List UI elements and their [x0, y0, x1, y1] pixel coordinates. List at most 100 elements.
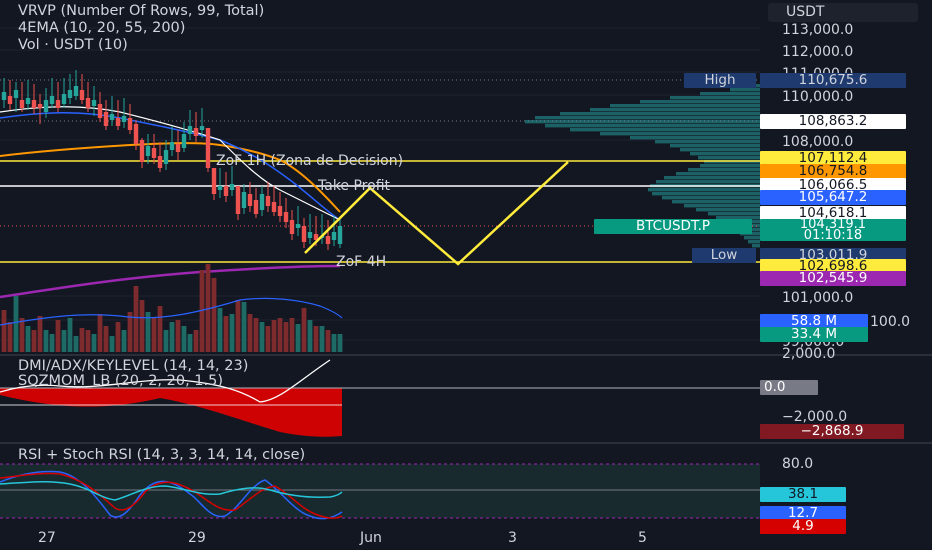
- candle-body: [283, 212, 289, 222]
- vrvp-legend[interactable]: VRVP (Number Of Rows, 99, Total): [18, 3, 265, 19]
- volume-bar: [67, 318, 73, 352]
- volume-bar: [115, 322, 121, 352]
- volume-bar: [253, 318, 259, 352]
- candle-body: [109, 114, 115, 120]
- rsi-legend[interactable]: RSI + Stoch RSI (14, 3, 3, 14, 14, close…: [18, 447, 306, 463]
- candle-body: [301, 226, 307, 242]
- sqzmom-value-tag: −2,868.9: [760, 424, 904, 439]
- ema-legend[interactable]: 4EMA (10, 20, 55, 200): [18, 20, 186, 36]
- candle-body: [73, 86, 79, 96]
- candle-body: [199, 126, 205, 130]
- volume-bar: [187, 334, 193, 352]
- take-profit-price-tag: 106,066.5: [760, 178, 906, 193]
- volume-bar: [337, 334, 343, 352]
- candle-body: [223, 186, 229, 196]
- volume-ma-tag: 58.8 M: [760, 314, 868, 329]
- candle-body: [55, 100, 61, 108]
- volume-profile-bar: [752, 244, 760, 248]
- stoch-k-tag: 12.7: [760, 506, 846, 521]
- candle-body: [253, 200, 259, 214]
- candle-body: [43, 100, 49, 112]
- take-profit-label[interactable]: Take Profit: [318, 178, 391, 194]
- volume-bar: [277, 318, 283, 352]
- zof-1h-price-tag: 107,112.4: [760, 151, 906, 166]
- grid-lines: [0, 27, 760, 341]
- volume-bar: [163, 330, 169, 352]
- volume-bar: [97, 314, 103, 352]
- price-axis-label: 101,000.0: [782, 290, 854, 306]
- zof-1h-label[interactable]: ZoF 1H (Zona de Decision): [216, 153, 404, 169]
- candle-body: [115, 118, 121, 126]
- volume-profile-bar: [670, 96, 760, 100]
- candle-body: [151, 148, 157, 158]
- volume-bar: [61, 330, 67, 352]
- volume-tag: 33.4 M: [760, 327, 868, 342]
- sqzmom-histogram: [0, 388, 342, 437]
- stoch-d-tag: 4.9: [760, 519, 846, 534]
- candle-body: [211, 168, 217, 194]
- volume-bar: [271, 320, 277, 352]
- candle-body: [187, 126, 193, 134]
- sqzmom-legend[interactable]: SQZMOM_LB (20, 2, 20, 1.5): [18, 373, 224, 389]
- volume-bar: [37, 316, 43, 352]
- volume-bar: [229, 314, 235, 352]
- candle-body: [1, 92, 7, 100]
- volume-bar: [109, 336, 115, 352]
- projection-path[interactable]: [304, 161, 569, 266]
- dmi-axis-label: −2,000.0: [782, 409, 848, 425]
- candle-body: [133, 124, 139, 144]
- price-axis-label: 112,000.0: [782, 44, 854, 60]
- candle-body: [67, 90, 73, 98]
- time-axis-label: 27: [38, 530, 56, 546]
- volume-legend[interactable]: Vol · USDT (10): [18, 37, 128, 53]
- high-label: High: [684, 73, 756, 88]
- volume-bar: [193, 330, 199, 352]
- volume-bar: [1, 310, 7, 352]
- low-label: Low: [692, 248, 756, 263]
- volume-profile-bar: [525, 120, 760, 124]
- candle-body: [7, 96, 13, 104]
- high-price-tag: 110,675.6: [760, 73, 906, 88]
- volume-profile-bar: [570, 128, 760, 132]
- candle-body: [85, 98, 91, 108]
- candle-body: [163, 150, 169, 164]
- volume-bar: [241, 302, 247, 352]
- ema-55-price-tag: 106,754.8: [760, 164, 906, 179]
- candle-body: [103, 112, 109, 126]
- candle-body: [217, 186, 223, 190]
- volume-bar: [73, 336, 79, 352]
- volume-profile-bar: [652, 192, 760, 196]
- price-axis-label: 100.0: [870, 314, 911, 330]
- candlesticks[interactable]: [1, 70, 343, 250]
- candle-body: [271, 202, 277, 212]
- candle-body: [127, 118, 133, 130]
- currency-selector[interactable]: USDT: [768, 3, 918, 22]
- dmi-legend[interactable]: DMI/ADX/KEYLEVEL (14, 14, 23): [18, 358, 249, 374]
- volume-bar: [181, 326, 187, 352]
- volume-profile-bar: [680, 148, 760, 152]
- candle-body: [169, 142, 175, 150]
- volume-bar: [199, 270, 205, 352]
- time-axis-label: 5: [638, 530, 647, 546]
- volume-bar: [175, 320, 181, 352]
- candle-body: [181, 134, 187, 148]
- volume-bar: [169, 322, 175, 352]
- candle-body: [325, 236, 331, 244]
- price-axis-label: 110,000.0: [782, 89, 854, 105]
- time-axis-label: 29: [188, 530, 206, 546]
- volume-bar: [313, 326, 319, 352]
- volume-profile-bar: [600, 132, 760, 136]
- volume-bar: [319, 326, 325, 352]
- ema-200-price-tag: 102,545.9: [760, 271, 906, 286]
- last-price-tag: 104,319.1 01:10:18: [760, 218, 906, 242]
- volume-bar: [223, 316, 229, 352]
- candle-body: [19, 100, 25, 108]
- candle-body: [277, 206, 283, 216]
- zof-4h-label[interactable]: ZoF 4H: [336, 254, 387, 270]
- volume-bar: [265, 326, 271, 352]
- volume-profile-bar: [656, 180, 760, 184]
- rsi-axis-label: 80.0: [782, 456, 814, 472]
- candle-body: [79, 90, 85, 100]
- candle-body: [157, 156, 163, 168]
